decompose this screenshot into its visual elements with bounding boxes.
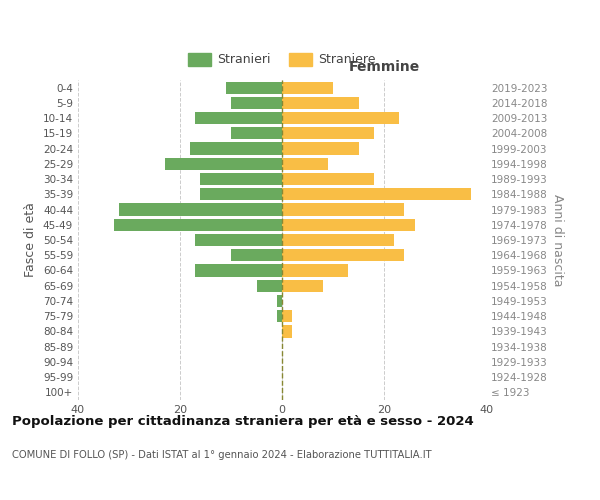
Bar (277, 310, 282, 322)
Bar (282, 158, 328, 170)
Bar (282, 142, 359, 154)
Bar (282, 310, 292, 322)
Bar (277, 295, 282, 307)
Bar (282, 280, 323, 292)
Bar (196, 234, 282, 246)
Bar (226, 82, 282, 94)
Bar (282, 326, 292, 338)
Bar (257, 280, 282, 292)
Bar (282, 218, 415, 231)
Bar (200, 188, 282, 200)
Bar (282, 264, 349, 276)
Bar (200, 173, 282, 185)
Text: Popolazione per cittadinanza straniera per età e sesso - 2024: Popolazione per cittadinanza straniera p… (12, 415, 474, 428)
Bar (282, 112, 400, 124)
Bar (231, 127, 282, 140)
Bar (114, 218, 282, 231)
Y-axis label: Fasce di età: Fasce di età (25, 202, 37, 278)
Bar (282, 234, 394, 246)
Bar (282, 173, 374, 185)
Bar (190, 142, 282, 154)
Bar (164, 158, 282, 170)
Y-axis label: Anni di nascita: Anni di nascita (551, 194, 564, 286)
Bar (231, 249, 282, 262)
Bar (282, 82, 333, 94)
Bar (282, 188, 471, 200)
Bar (231, 97, 282, 109)
Bar (282, 204, 404, 216)
Text: COMUNE DI FOLLO (SP) - Dati ISTAT al 1° gennaio 2024 - Elaborazione TUTTITALIA.I: COMUNE DI FOLLO (SP) - Dati ISTAT al 1° … (12, 450, 431, 460)
Bar (282, 97, 359, 109)
Bar (282, 249, 404, 262)
Bar (196, 264, 282, 276)
Bar (282, 127, 374, 140)
Text: Femmine: Femmine (349, 60, 419, 74)
Bar (119, 204, 282, 216)
Bar (196, 112, 282, 124)
Legend: Stranieri, Straniere: Stranieri, Straniere (184, 48, 380, 72)
